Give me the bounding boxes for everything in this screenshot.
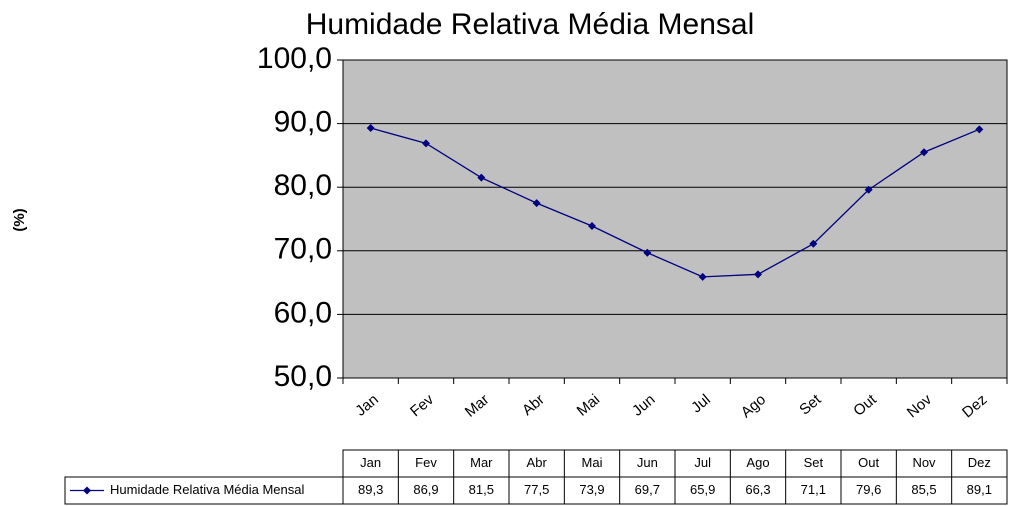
plot-area xyxy=(343,60,1007,378)
table-header: Jan xyxy=(360,455,381,470)
x-tick-label: Fev xyxy=(407,391,437,420)
x-tick-label: Set xyxy=(796,391,825,419)
table-value: 81,5 xyxy=(469,482,494,497)
marker xyxy=(864,185,873,194)
marker xyxy=(920,148,928,157)
table-header: Fev xyxy=(415,455,437,470)
chart-title: Humidade Relativa Média Mensal xyxy=(306,8,755,41)
marker xyxy=(754,270,762,279)
y-tick-label: 50,0 xyxy=(274,360,332,393)
table-header: Jun xyxy=(637,455,658,470)
table-header: Out xyxy=(858,455,879,470)
y-tick-label: 90,0 xyxy=(274,106,332,139)
table-value: 71,1 xyxy=(801,482,826,497)
table-header: Abr xyxy=(527,455,548,470)
marker xyxy=(975,125,984,134)
table-value: 73,9 xyxy=(579,482,604,497)
y-tick-label: 100,0 xyxy=(257,42,332,75)
series-line xyxy=(370,127,980,278)
marker xyxy=(422,139,430,148)
table-header: Ago xyxy=(746,455,769,470)
y-tick-label: 70,0 xyxy=(274,233,332,266)
table-value: 65,9 xyxy=(690,482,715,497)
marker xyxy=(532,199,541,208)
marker xyxy=(366,124,375,133)
x-tick-label: Mai xyxy=(574,391,603,420)
marker xyxy=(643,248,652,257)
x-tick-label: Nov xyxy=(904,391,936,421)
table-header: Jul xyxy=(694,455,711,470)
table-header: Nov xyxy=(912,455,936,470)
x-tick-label: Out xyxy=(850,391,880,420)
marker xyxy=(809,239,818,248)
x-tick-label: Jun xyxy=(629,391,658,420)
table-header: Mai xyxy=(582,455,603,470)
x-tick-label: Jul xyxy=(688,391,714,416)
table-value: 89,1 xyxy=(967,482,992,497)
table-value: 69,7 xyxy=(635,482,660,497)
x-tick-label: Jan xyxy=(352,391,381,420)
marker xyxy=(698,272,707,281)
table-data-row xyxy=(64,476,1008,505)
x-tick-label: Abr xyxy=(519,391,548,419)
marker xyxy=(588,221,596,230)
table-value: 89,3 xyxy=(358,482,383,497)
y-axis-label: (%) xyxy=(11,208,28,231)
table-header: Mar xyxy=(470,455,493,470)
x-tick-label: Ago xyxy=(738,391,769,421)
table-header: Dez xyxy=(968,455,991,470)
table-value: 85,5 xyxy=(911,482,936,497)
table-value: 77,5 xyxy=(524,482,549,497)
x-tick-label: Dez xyxy=(959,391,990,421)
legend-marker xyxy=(83,486,91,495)
y-tick-label: 60,0 xyxy=(274,296,332,329)
table-value: 86,9 xyxy=(413,482,438,497)
table-value: 66,3 xyxy=(745,482,770,497)
legend-label: Humidade Relativa Média Mensal xyxy=(110,482,304,497)
table-value: 79,6 xyxy=(856,482,881,497)
x-tick-label: Mar xyxy=(462,391,493,421)
marker xyxy=(477,173,486,182)
table-header: Set xyxy=(804,455,824,470)
y-tick-label: 80,0 xyxy=(274,169,332,202)
